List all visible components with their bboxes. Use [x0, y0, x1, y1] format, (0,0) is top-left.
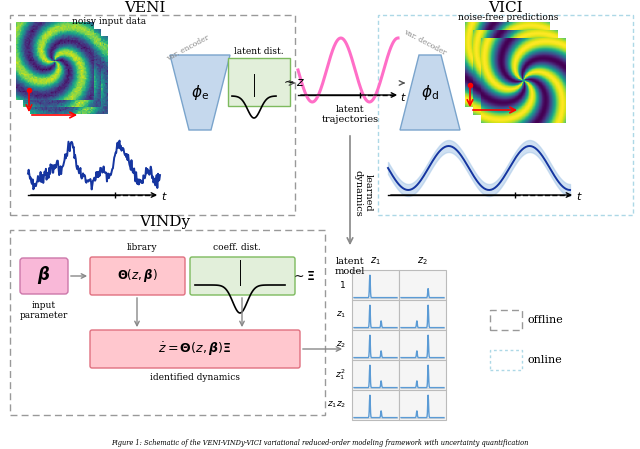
Text: $\phi_\mathrm{e}$: $\phi_\mathrm{e}$ — [191, 83, 209, 101]
Text: $z_2$: $z_2$ — [336, 340, 346, 350]
Bar — [399, 300, 446, 330]
Text: noise-free predictions: noise-free predictions — [458, 13, 558, 22]
Text: latent dist.: latent dist. — [234, 48, 284, 57]
Bar — [399, 270, 446, 300]
Bar — [490, 310, 522, 330]
Text: latent: latent — [336, 106, 364, 114]
Text: $t$: $t$ — [575, 190, 582, 202]
Text: $z_1 z_2$: $z_1 z_2$ — [327, 400, 346, 410]
Text: $\sim \boldsymbol{\Xi}$: $\sim \boldsymbol{\Xi}$ — [291, 269, 316, 282]
Bar — [10, 230, 325, 415]
Text: identified dynamics: identified dynamics — [150, 374, 240, 383]
Text: coeff. dist.: coeff. dist. — [213, 243, 261, 252]
Text: $\sim z$: $\sim z$ — [281, 76, 305, 89]
Text: var. decoder: var. decoder — [403, 27, 448, 57]
Text: $t$: $t$ — [161, 190, 167, 202]
Text: $\phi_\mathrm{d}$: $\phi_\mathrm{d}$ — [421, 83, 439, 101]
Text: VENI: VENI — [124, 1, 166, 15]
Bar — [352, 360, 399, 390]
Bar — [399, 360, 446, 390]
Text: $\boldsymbol{\Theta}(z, \boldsymbol{\beta})$: $\boldsymbol{\Theta}(z, \boldsymbol{\bet… — [116, 267, 157, 283]
Text: learned
dynamics: learned dynamics — [353, 170, 372, 216]
FancyBboxPatch shape — [90, 330, 300, 368]
Bar — [399, 390, 446, 420]
Text: $z_1^2$: $z_1^2$ — [335, 368, 346, 383]
Text: trajectories: trajectories — [321, 115, 379, 124]
Text: $z_1$: $z_1$ — [370, 255, 381, 267]
Bar — [378, 15, 633, 215]
FancyBboxPatch shape — [20, 258, 68, 294]
Text: $1$: $1$ — [339, 279, 346, 291]
Text: var. encoder: var. encoder — [165, 33, 211, 62]
Text: VICI: VICI — [488, 1, 522, 15]
Text: VINDy: VINDy — [140, 215, 191, 229]
Text: $t$: $t$ — [399, 91, 406, 103]
Text: latent: latent — [336, 257, 364, 267]
Text: input: input — [32, 300, 56, 309]
FancyBboxPatch shape — [190, 257, 295, 295]
Text: Figure 1: Schematic of the VENI-VINDy-VICI variational reduced-order modeling fr: Figure 1: Schematic of the VENI-VINDy-VI… — [111, 439, 529, 447]
Text: model: model — [335, 268, 365, 277]
Text: $z_2$: $z_2$ — [417, 255, 428, 267]
Bar — [352, 270, 399, 300]
Text: $\boldsymbol{\beta}$: $\boldsymbol{\beta}$ — [37, 264, 51, 286]
Text: library: library — [127, 243, 157, 252]
Bar — [399, 330, 446, 360]
Text: offline: offline — [527, 315, 563, 325]
Text: $\dot{z} = \boldsymbol{\Theta}(z, \boldsymbol{\beta})\boldsymbol{\Xi}$: $\dot{z} = \boldsymbol{\Theta}(z, \bolds… — [159, 340, 232, 358]
Bar — [228, 58, 290, 106]
Text: noisy input data: noisy input data — [72, 18, 146, 26]
Bar — [10, 15, 295, 215]
FancyBboxPatch shape — [90, 257, 185, 295]
Bar — [352, 300, 399, 330]
Bar — [352, 390, 399, 420]
Bar — [490, 350, 522, 370]
Text: parameter: parameter — [20, 311, 68, 320]
Text: $z_1$: $z_1$ — [336, 310, 346, 320]
Polygon shape — [400, 55, 460, 130]
Polygon shape — [170, 55, 230, 130]
Bar — [352, 330, 399, 360]
Text: online: online — [527, 355, 562, 365]
